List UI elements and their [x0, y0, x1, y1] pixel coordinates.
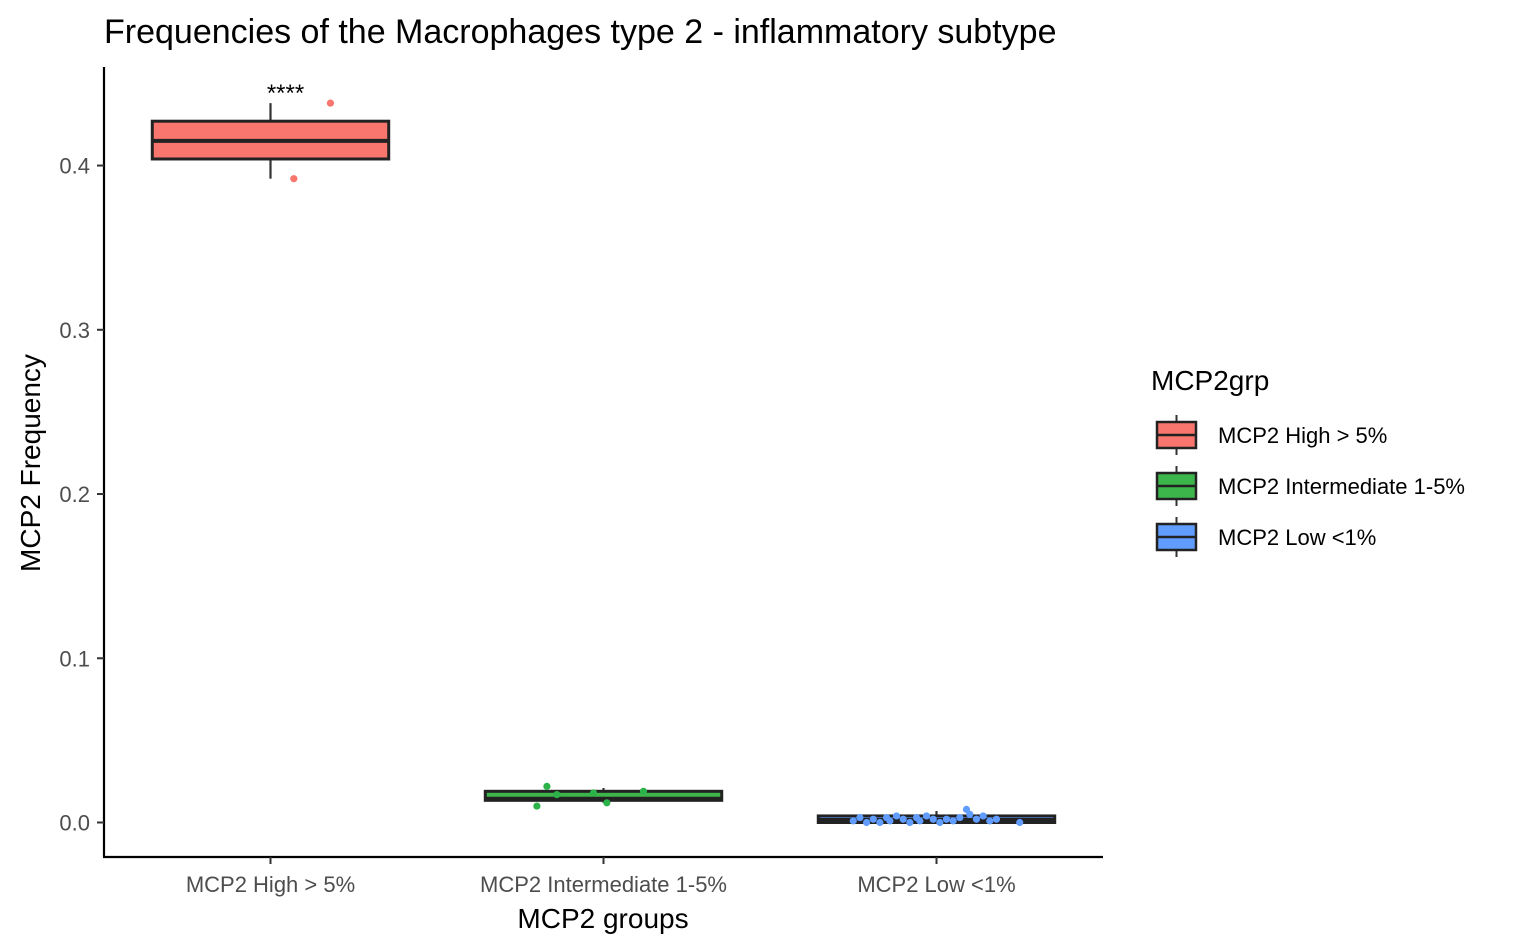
x-tick-label: MCP2 Low <1% [857, 872, 1015, 897]
data-point [929, 815, 937, 823]
legend-label: MCP2 High > 5% [1218, 423, 1387, 448]
x-axis-title: MCP2 groups [517, 903, 688, 934]
data-point [979, 812, 987, 820]
data-point [942, 815, 951, 823]
legend-title: MCP2grp [1151, 365, 1269, 396]
data-point [1016, 818, 1024, 827]
data-point [533, 802, 541, 810]
data-point [936, 818, 944, 827]
data-point [639, 787, 648, 795]
data-point [922, 812, 931, 820]
x-axis-ticks: MCP2 High > 5% MCP2 Intermediate 1-5% MCP2… [186, 857, 1016, 897]
box-group [816, 805, 1057, 827]
legend-entry: MCP2 Low <1% [1155, 517, 1376, 557]
data-point [892, 812, 901, 820]
data-point [603, 799, 611, 807]
data-point [986, 817, 994, 825]
legend-entry: MCP2 Intermediate 1-5% [1155, 466, 1465, 506]
data-point [869, 815, 877, 823]
data-point [876, 818, 884, 827]
y-axis-title: MCP2 Frequency [15, 354, 46, 572]
data-point [589, 789, 598, 797]
box-group [483, 782, 724, 810]
chart-title: Frequencies of the Macrophages type 2 - … [104, 13, 1056, 51]
box-group: **** [150, 80, 391, 183]
significance-annotation: **** [267, 80, 304, 107]
legend-entry: MCP2 High > 5% [1155, 415, 1387, 455]
data-point [906, 818, 914, 827]
legend-label: MCP2 Intermediate 1-5% [1218, 474, 1465, 499]
data-point [886, 817, 894, 825]
data-point [966, 810, 974, 818]
data-point [290, 175, 298, 183]
data-point [956, 813, 964, 822]
data-point [972, 815, 981, 823]
data-point [543, 782, 551, 790]
y-tick-label: 0.2 [59, 482, 90, 507]
data-point [862, 818, 871, 827]
y-tick-label: 0.3 [59, 318, 90, 343]
data-point [849, 817, 857, 825]
data-point [326, 99, 335, 107]
data-point [916, 817, 924, 825]
legend-label: MCP2 Low <1% [1218, 525, 1376, 550]
data-point [856, 813, 864, 822]
y-axis-ticks: 0.0 0.1 0.2 0.3 0.4 [59, 154, 104, 836]
data-point [553, 790, 561, 799]
data-point [992, 815, 1001, 823]
y-tick-label: 0.1 [59, 646, 90, 671]
data-point [949, 817, 957, 825]
y-tick-label: 0.4 [59, 154, 90, 179]
x-tick-label: MCP2 Intermediate 1-5% [480, 872, 727, 897]
legend: MCP2grp MCP2 High > 5% MCP2 Intermediate … [1151, 365, 1465, 557]
data-point [899, 815, 907, 823]
y-tick-label: 0.0 [59, 811, 90, 836]
plot-area: **** [150, 80, 1057, 827]
x-tick-label: MCP2 High > 5% [186, 872, 355, 897]
